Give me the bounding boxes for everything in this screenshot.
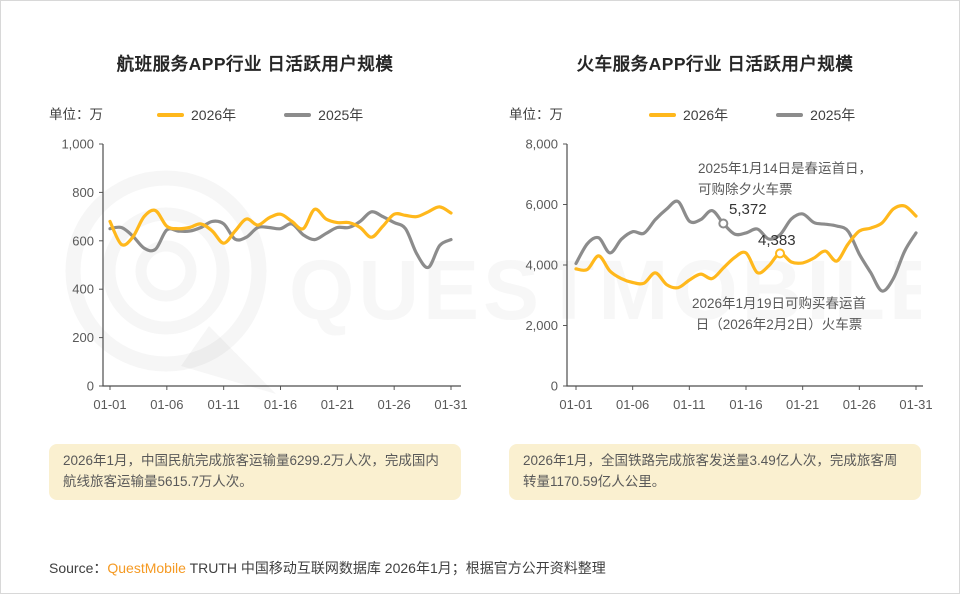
- legend-swatch-2026: [157, 113, 184, 117]
- legend-label-2025: 2025年: [318, 107, 364, 123]
- y-axis-tick-label: 4,000: [525, 258, 558, 273]
- y-axis-tick-label: 1,000: [61, 137, 94, 152]
- legend-label-2026: 2026年: [191, 107, 237, 123]
- legend-label-2026: 2026年: [683, 107, 729, 123]
- x-axis-tick-label: 01-31: [434, 397, 467, 412]
- axis-line: [566, 144, 923, 387]
- y-axis-tick-label: 0: [551, 379, 558, 394]
- x-axis-tick-label: 01-31: [899, 397, 932, 412]
- x-axis-tick-label: 01-26: [378, 397, 411, 412]
- x-axis-tick-label: 01-06: [150, 397, 183, 412]
- train-chart-title: 火车服务APP行业 日活跃用户规模: [576, 54, 854, 74]
- x-axis-tick-label: 01-16: [264, 397, 297, 412]
- y-axis-tick-label: 600: [72, 233, 94, 248]
- train-note-box: 2026年1月，全国铁路完成旅客发送量3.49亿人次，完成旅客周转量1170.5…: [509, 444, 921, 500]
- x-axis-tick-label: 01-11: [208, 397, 240, 412]
- train-chart-canvas: 8,000 6,000 4,000 2,000 001-01 01-06 01-11 01-1…: [525, 137, 932, 413]
- series-line-2025年: [574, 199, 918, 293]
- legend-swatch-2026: [649, 113, 676, 117]
- annotation-line: 2025年1月14日是春运首日，: [698, 161, 873, 176]
- annotation-2025-spring-rush: 2025年1月14日是春运首日， 可购除夕火车票: [698, 158, 872, 200]
- y-axis-tick-label: 800: [72, 185, 94, 200]
- y-axis-tick-label: 0: [87, 379, 94, 394]
- legend-item-2026: 2026年: [649, 105, 728, 125]
- annotation-line: 日（2026年2月2日）火车票: [695, 317, 863, 332]
- train-note-text: 2026年1月，全国铁路完成旅客发送量3.49亿人次，完成旅客周转量1170.5…: [523, 453, 898, 489]
- train-legend: 2026年 2025年: [649, 105, 855, 125]
- flight-unit-label: 单位：万: [49, 107, 103, 122]
- y-axis-tick-label: 6,000: [525, 197, 558, 212]
- source-line: Source：QuestMobile TRUTH 中国移动互联网数据库 2026…: [49, 558, 606, 578]
- series-line-2026年: [108, 205, 453, 247]
- annotation-line: 2026年1月19日可购买春运首: [691, 296, 867, 311]
- flight-note-text: 2026年1月，中国民航完成旅客运输量6299.2万人次，完成国内航线旅客运输量…: [63, 453, 439, 489]
- legend-swatch-2025: [776, 113, 804, 117]
- legend-label-2025: 2025年: [810, 107, 856, 123]
- source-suffix: TRUTH 中国移动互联网数据库 2026年1月；根据官方公开资料整理: [185, 560, 606, 576]
- flight-chart-title: 航班服务APP行业 日活跃用户规模: [116, 54, 394, 74]
- x-axis-tick-label: 01-01: [559, 397, 592, 412]
- x-axis-tick-label: 01-11: [673, 397, 705, 412]
- y-axis-tick-label: 2,000: [525, 318, 558, 333]
- x-axis-tick-label: 01-21: [321, 397, 354, 412]
- annotation-2026-spring-rush: 2026年1月19日可购买春运首 日（2026年2月2日）火车票: [659, 293, 899, 335]
- series-line-2026年: [574, 204, 918, 290]
- flight-note-box: 2026年1月，中国民航完成旅客运输量6299.2万人次，完成国内航线旅客运输量…: [49, 444, 461, 500]
- annotation-line: 可购除夕火车票: [698, 182, 793, 197]
- y-axis-tick-label: 400: [72, 282, 94, 297]
- data-point-marker: [718, 218, 729, 229]
- train-unit-label: 单位：万: [509, 107, 563, 122]
- data-label-5372: 5,372: [729, 201, 767, 218]
- source-prefix: Source：: [49, 560, 108, 576]
- x-axis-tick-label: 01-26: [843, 397, 876, 412]
- legend-item-2025: 2025年: [284, 105, 363, 125]
- source-brand: QuestMobile: [107, 560, 186, 576]
- flight-legend: 2026年 2025年: [157, 105, 363, 125]
- y-axis-tick-label: 200: [72, 330, 94, 345]
- y-axis-tick-label: 8,000: [525, 137, 558, 152]
- series-line-2025年: [108, 210, 453, 270]
- x-axis-tick-label: 01-01: [93, 397, 126, 412]
- flight-chart-canvas: 1,000 800 600 400 200 0 01-01 01-06 01-11 01-16 01…: [61, 137, 467, 413]
- data-point-marker: [775, 248, 785, 259]
- x-axis-tick-label: 01-06: [616, 397, 649, 412]
- legend-item-2025: 2025年: [776, 105, 855, 125]
- legend-item-2026: 2026年: [157, 105, 236, 125]
- x-axis-tick-label: 01-16: [729, 397, 762, 412]
- x-axis-tick-label: 01-21: [786, 397, 819, 412]
- data-label-4383: 4,383: [758, 232, 796, 249]
- legend-swatch-2025: [284, 113, 312, 117]
- axis-line: [102, 144, 461, 387]
